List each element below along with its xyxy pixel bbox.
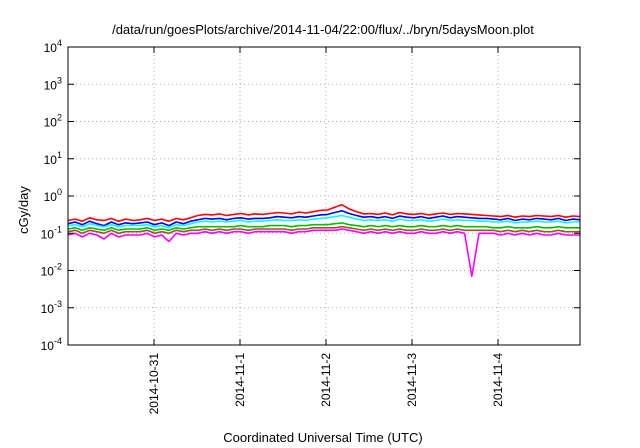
x-axis-label: Coordinated Universal Time (UTC) (223, 430, 422, 445)
series-line-6 (67, 228, 580, 278)
x-tick-label: 2014-11-4 (491, 353, 505, 407)
x-tick-label: 2014-10-31 (147, 353, 161, 415)
y-tick-label: 10-1 (41, 224, 62, 241)
y-axis-ticks: 10-4 10-3 10-2 10-1 100 101 102 103 104 (41, 38, 580, 353)
x-tick-label: 2014-11-2 (319, 353, 333, 407)
series-line-3 (67, 214, 580, 229)
y-tick-label: 10-2 (41, 262, 62, 279)
y-tick-label: 101 (44, 150, 62, 167)
y-tick-label: 100 (44, 187, 62, 204)
series-line-1 (67, 204, 581, 222)
y-tick-label: 104 (44, 38, 62, 55)
y-tick-label: 103 (44, 75, 62, 92)
series-lines (67, 204, 581, 278)
series-line-4 (67, 222, 580, 232)
x-axis-ticks: 2014-10-31 2014-11-1 2014-11-2 2014-11-3 201… (147, 47, 505, 414)
series-line-5 (67, 225, 580, 235)
x-tick-label: 2014-11-3 (405, 353, 419, 407)
y-tick-label: 10-4 (41, 336, 62, 353)
x-tick-label: 2014-11-1 (233, 353, 247, 407)
y-axis-label: cGy/day (16, 186, 31, 234)
grid (68, 47, 580, 345)
y-tick-label: 102 (44, 113, 62, 130)
series-line-2 (67, 210, 581, 227)
y-tick-label: 10-3 (41, 299, 62, 316)
chart-title: /data/run/goesPlots/archive/2014-11-04/2… (112, 22, 534, 37)
